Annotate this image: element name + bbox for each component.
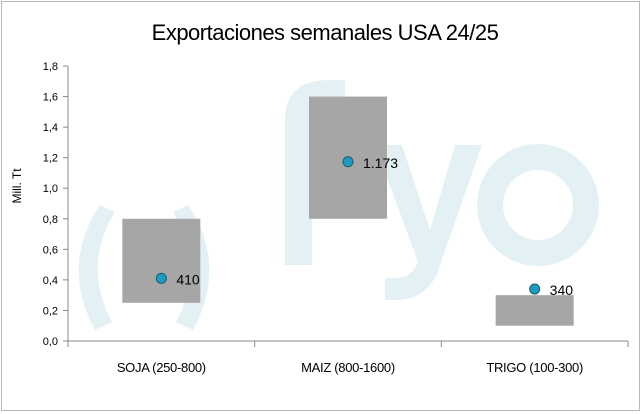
point-label: 410	[176, 271, 200, 287]
y-axis-label: Mill. Tt	[10, 168, 24, 204]
watermark-paren-left	[78, 205, 115, 330]
y-tick-label: 1,8	[43, 61, 58, 73]
y-tick-label: 0,8	[43, 214, 58, 226]
range-bar	[122, 218, 201, 303]
y-tick-label: 0,0	[43, 336, 58, 348]
category-label: MAIZ (800-1600)	[301, 360, 395, 375]
value-points	[155, 156, 541, 295]
y-tick-label: 0,6	[43, 244, 58, 256]
y-tick-label: 1,0	[43, 183, 58, 195]
y-tick-label: 1,6	[43, 92, 58, 104]
y-tick-label: 1,4	[43, 122, 58, 134]
y-ticks: 0,0 0,2 0,4 0,6 0,8 1,0 1,2 1,4 1,6 1,8	[43, 61, 68, 348]
point-label: 1.173	[363, 155, 398, 171]
y-tick-label: 0,4	[43, 275, 58, 287]
watermark-letter-y	[375, 145, 482, 300]
range-bar	[495, 295, 574, 326]
y-tick-label: 1,2	[43, 153, 58, 165]
chart-title: Exportaciones semanales USA 24/25	[152, 20, 499, 45]
watermark-letter-f	[285, 80, 345, 265]
category-label: SOJA (250-800)	[117, 360, 206, 375]
value-point	[342, 156, 354, 168]
point-labels: 410 1.173 340	[176, 155, 573, 298]
point-label: 340	[550, 282, 574, 298]
value-point	[529, 283, 541, 295]
category-labels: SOJA (250-800) MAIZ (800-1600) TRIGO (100-…	[117, 360, 583, 375]
axes	[67, 66, 629, 347]
watermark-letter-o	[477, 144, 599, 266]
category-label: TRIGO (100-300)	[486, 360, 583, 375]
y-tick-label: 0,2	[43, 305, 58, 317]
value-point	[155, 272, 167, 284]
